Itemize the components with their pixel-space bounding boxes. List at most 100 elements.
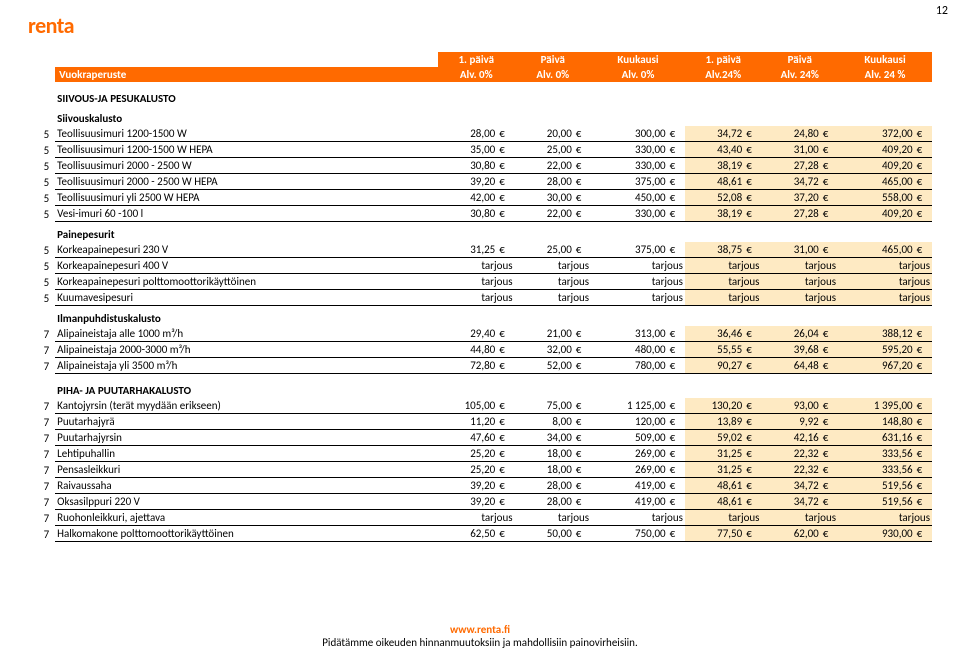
row-value: 269,00 (591, 446, 668, 462)
row-currency: € (668, 398, 685, 414)
row-value: tarjous (438, 290, 515, 306)
footer-link: www.renta.fi (0, 623, 960, 636)
row-currency: € (744, 242, 761, 258)
row-value: 120,00 (591, 414, 668, 430)
row-desc: Lehtipuhallin (55, 446, 438, 462)
row-value: tarjous (591, 274, 685, 290)
row-value: 38,19 (685, 206, 744, 222)
row-value: 30,80 (438, 158, 497, 174)
row-index: 7 (28, 414, 55, 430)
table-row: 5Teollisuusimuri 2000 - 2500 W30,80€22,0… (28, 158, 932, 174)
row-value: 39,20 (438, 174, 497, 190)
row-currency: € (668, 126, 685, 142)
table-row: 5Korkeapainepesuri polttomoottorikäyttöi… (28, 274, 932, 290)
row-value: 18,00 (515, 462, 574, 478)
row-value: 34,72 (761, 174, 820, 190)
row-currency: € (574, 462, 591, 478)
row-value: 465,00 (838, 174, 915, 190)
row-currency: € (668, 158, 685, 174)
row-currency: € (497, 126, 514, 142)
table-row: 7Alipaineistaja yli 3500 m³/h72,80€52,00… (28, 358, 932, 374)
row-desc: Teollisuusimuri 2000 - 2500 W (55, 158, 438, 174)
row-value: tarjous (761, 510, 838, 526)
row-value: 31,25 (438, 242, 497, 258)
row-currency: € (497, 494, 514, 510)
row-value: 34,00 (515, 430, 574, 446)
page-number: 12 (936, 4, 948, 18)
row-index: 5 (28, 242, 55, 258)
table-row: 5Korkeapainepesuri 400 Vtarjoustarjousta… (28, 258, 932, 274)
group-title: Ilmanpuhdistuskalusto (55, 306, 932, 327)
row-value: 30,80 (438, 206, 497, 222)
col-header: 1. päivä (685, 52, 762, 67)
row-currency: € (497, 142, 514, 158)
row-value: 372,00 (838, 126, 915, 142)
row-desc: Kuumavesipesuri (55, 290, 438, 306)
row-value: tarjous (438, 258, 515, 274)
row-value: 18,00 (515, 446, 574, 462)
table-row: 7Pensasleikkuri25,20€18,00€269,00€31,25€… (28, 462, 932, 478)
table-row: 7Alipaineistaja alle 1000 m³/h29,40€21,0… (28, 326, 932, 342)
row-desc: Oksasilppuri 220 V (55, 494, 438, 510)
table-row: 7Raivaussaha39,20€28,00€419,00€48,61€34,… (28, 478, 932, 494)
row-currency: € (915, 446, 932, 462)
row-currency: € (497, 526, 514, 542)
row-currency: € (497, 326, 514, 342)
table-row: 5Korkeapainepesuri 230 V31,25€25,00€375,… (28, 242, 932, 258)
row-currency: € (744, 430, 761, 446)
row-currency: € (744, 358, 761, 374)
row-value: 13,89 (685, 414, 744, 430)
row-value: tarjous (761, 290, 838, 306)
row-desc: Puutarhajyrsin (55, 430, 438, 446)
row-value: tarjous (761, 274, 838, 290)
row-currency: € (744, 342, 761, 358)
row-currency: € (574, 326, 591, 342)
row-value: 42,16 (761, 430, 820, 446)
row-value: 25,00 (515, 242, 574, 258)
row-desc: Vesi-imuri 60 -100 l (55, 206, 438, 222)
row-value: 55,55 (685, 342, 744, 358)
row-value: 59,02 (685, 430, 744, 446)
row-value: 1 125,00 (591, 398, 668, 414)
row-index: 5 (28, 274, 55, 290)
row-currency: € (668, 494, 685, 510)
row-index: 7 (28, 342, 55, 358)
row-currency: € (744, 158, 761, 174)
row-currency: € (497, 358, 514, 374)
row-value: 519,56 (838, 494, 915, 510)
row-value: tarjous (761, 258, 838, 274)
row-value: tarjous (515, 290, 592, 306)
row-currency: € (497, 158, 514, 174)
row-value: 300,00 (591, 126, 668, 142)
row-currency: € (574, 174, 591, 190)
row-value: 269,00 (591, 462, 668, 478)
row-value: tarjous (838, 290, 932, 306)
row-value: tarjous (685, 290, 762, 306)
row-currency: € (744, 462, 761, 478)
row-currency: € (915, 342, 932, 358)
row-value: tarjous (438, 274, 515, 290)
row-desc: Teollisuusimuri 1200-1500 W (55, 126, 438, 142)
row-currency: € (821, 430, 838, 446)
table-row: 5Teollisuusimuri 1200-1500 W28,00€20,00€… (28, 126, 932, 142)
table-row: 5Teollisuusimuri 1200-1500 W HEPA35,00€2… (28, 142, 932, 158)
row-desc: Halkomakone polttomoottorikäyttöinen (55, 526, 438, 542)
row-index: 7 (28, 526, 55, 542)
row-currency: € (821, 478, 838, 494)
row-value: 22,00 (515, 158, 574, 174)
row-value: 29,40 (438, 326, 497, 342)
row-currency: € (574, 494, 591, 510)
row-value: 27,28 (761, 158, 820, 174)
row-currency: € (668, 478, 685, 494)
row-currency: € (744, 174, 761, 190)
row-currency: € (915, 494, 932, 510)
row-value: 375,00 (591, 242, 668, 258)
row-currency: € (574, 142, 591, 158)
table-row: 7Ruohonleikkuri, ajettavatarjoustarjoust… (28, 510, 932, 526)
row-value: 43,40 (685, 142, 744, 158)
row-value: tarjous (515, 258, 592, 274)
row-currency: € (497, 446, 514, 462)
row-currency: € (915, 430, 932, 446)
row-currency: € (744, 206, 761, 222)
row-currency: € (821, 414, 838, 430)
